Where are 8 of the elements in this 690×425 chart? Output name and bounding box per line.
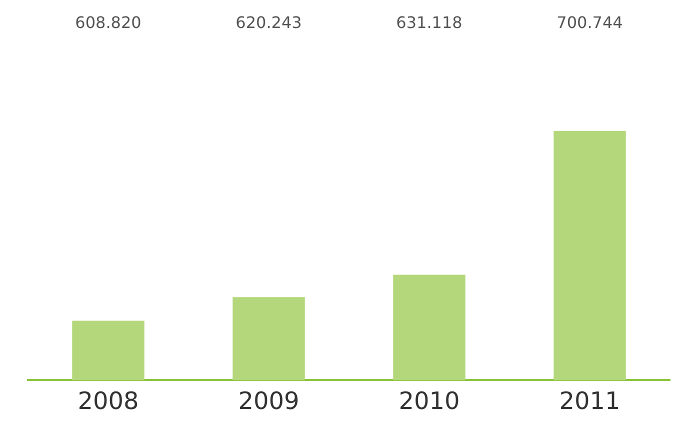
data-label: 700.744 <box>556 13 623 32</box>
x-tick-label: 2011 <box>559 386 620 415</box>
x-tick-label: 2009 <box>238 386 300 415</box>
data-label: 631.118 <box>396 13 462 32</box>
data-label: 620.243 <box>236 13 302 32</box>
x-tick-label: 2008 <box>78 386 139 415</box>
data-label: 608.820 <box>75 13 142 32</box>
x-tick-label: 2010 <box>398 386 460 415</box>
